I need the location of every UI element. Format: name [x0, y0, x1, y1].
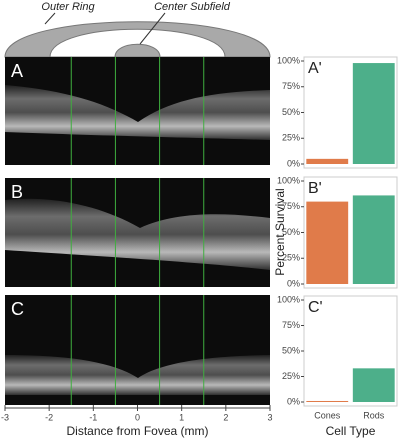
panel-label: C	[11, 299, 24, 319]
y-tick-label: 100%	[277, 294, 300, 304]
diagram: Outer Ring Center Subfield	[4, 1, 271, 58]
bar	[306, 158, 349, 164]
bar	[352, 63, 395, 165]
bar	[352, 368, 395, 402]
y-tick-label: 50%	[282, 227, 300, 237]
x-tick-label: 3	[267, 412, 272, 422]
y-tick-label: 25%	[282, 371, 300, 381]
x-tick-label: Cones	[314, 410, 341, 420]
y-tick-label: 25%	[282, 253, 300, 263]
y-tick-label: 0%	[287, 396, 300, 406]
y-tick-label: 75%	[282, 201, 300, 211]
bar	[306, 201, 349, 284]
y-tick-label: 50%	[282, 107, 300, 117]
panel-label: A	[11, 61, 23, 81]
y-tick-label: 0%	[287, 158, 300, 168]
y-tick-label: 100%	[277, 175, 300, 185]
panel-label: B	[11, 182, 23, 202]
y-axis-label: Percent Survival	[273, 188, 287, 275]
y-tick-label: 100%	[277, 55, 300, 65]
x-tick-label: -3	[1, 412, 9, 422]
label: Center Subfield	[154, 1, 231, 13]
bar	[306, 400, 349, 402]
panel-label: B'	[308, 180, 322, 197]
y-tick-label: 25%	[282, 133, 300, 143]
y-tick-label: 75%	[282, 320, 300, 330]
x-tick-label: 0	[135, 412, 140, 422]
pointer	[44, 12, 56, 25]
y-tick-label: 50%	[282, 345, 300, 355]
y-tick-label: 75%	[282, 81, 300, 91]
x-tick-label: 1	[179, 412, 184, 422]
bar	[352, 195, 395, 284]
x-tick-label: Rods	[363, 410, 385, 420]
x-tick-label: -2	[45, 412, 53, 422]
x-axis-label: Distance from Fovea (mm)	[66, 424, 208, 438]
label: Outer Ring	[41, 1, 95, 13]
inner-ring	[49, 28, 226, 58]
pointer	[139, 12, 166, 45]
center-subfield	[114, 43, 161, 58]
x-tick-label: 2	[223, 412, 228, 422]
x-axis-label: Cell Type	[326, 424, 376, 438]
y-tick-label: 0%	[287, 278, 300, 288]
panel-label: A'	[308, 60, 322, 77]
x-tick-label: -1	[89, 412, 97, 422]
panel-label: C'	[308, 299, 323, 316]
